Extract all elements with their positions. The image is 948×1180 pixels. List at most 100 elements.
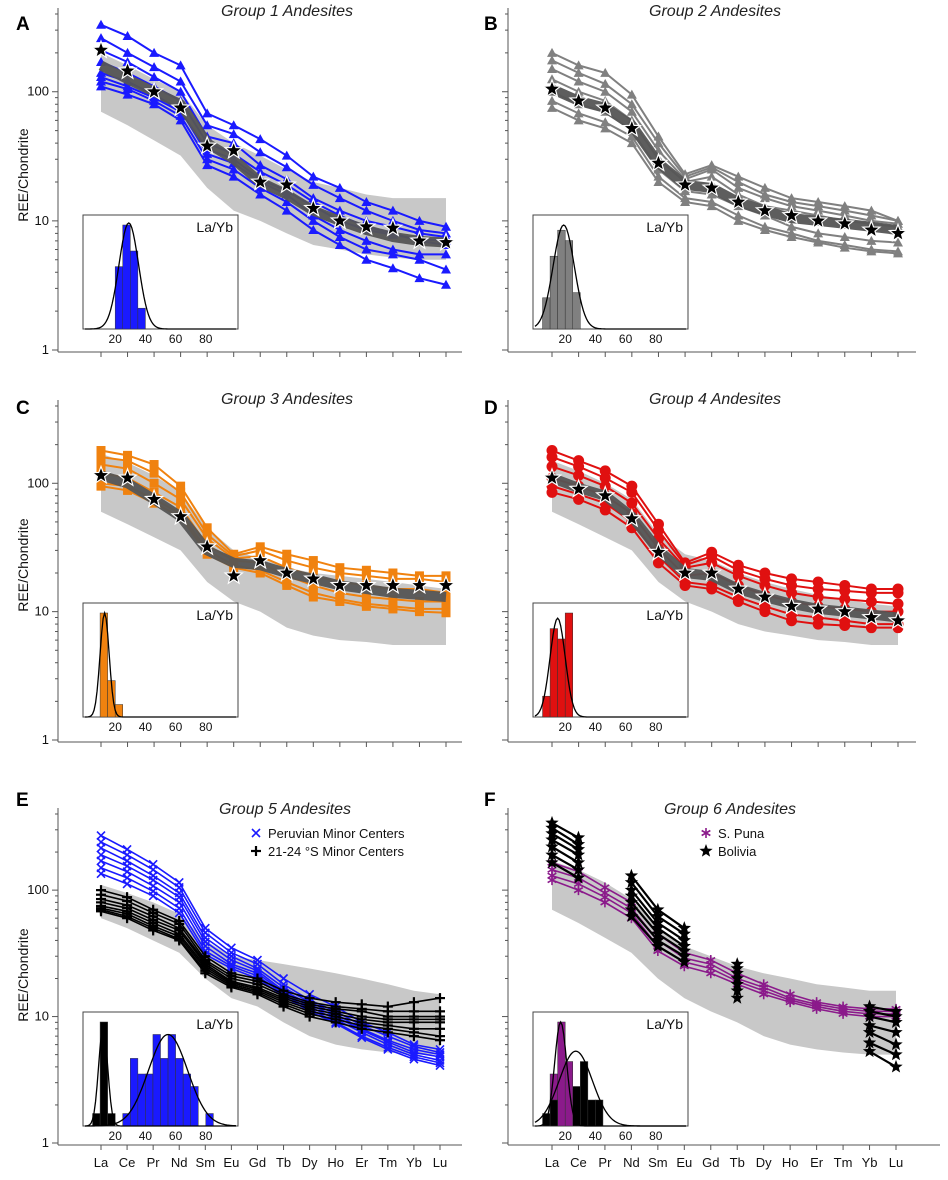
data-point-triangle bbox=[573, 67, 584, 77]
data-point-circle bbox=[839, 593, 851, 605]
average-star bbox=[276, 562, 297, 582]
data-point-triangle bbox=[202, 120, 213, 130]
average-star bbox=[834, 600, 855, 621]
data-point-plus bbox=[304, 1011, 315, 1022]
data-point-circle bbox=[812, 583, 824, 595]
data-point-triangle bbox=[759, 193, 770, 203]
data-point-triangle bbox=[573, 108, 584, 118]
panel-f-title: Group 6 Andesites bbox=[664, 801, 796, 818]
histogram-bar bbox=[580, 1061, 589, 1127]
average-star bbox=[250, 549, 271, 570]
data-point-circle bbox=[652, 524, 664, 536]
inset-x-tick-80: 80 bbox=[199, 720, 213, 734]
data-point-triangle bbox=[308, 224, 319, 234]
data-point-triangle bbox=[96, 19, 106, 29]
data-point-triangle bbox=[228, 164, 239, 174]
x-tick-label-yb: Yb bbox=[862, 1155, 878, 1170]
gaussian-fit-curve bbox=[84, 222, 236, 330]
x-tick-label-nd: Nd bbox=[171, 1155, 188, 1170]
series-line bbox=[551, 861, 896, 1010]
data-point-triangle bbox=[706, 164, 717, 174]
data-point-square bbox=[361, 565, 371, 575]
data-point-square bbox=[282, 556, 292, 566]
data-point-triangle bbox=[547, 47, 557, 57]
average-star bbox=[807, 210, 829, 230]
data-point-triangle bbox=[706, 201, 717, 211]
histogram-bar bbox=[122, 224, 131, 330]
data-point-triangle bbox=[202, 160, 213, 170]
data-point-circle bbox=[546, 461, 558, 473]
panel-a-letter: A bbox=[16, 14, 30, 35]
histogram-bar bbox=[549, 1099, 558, 1127]
average-star bbox=[117, 467, 138, 487]
data-point-triangle bbox=[600, 123, 611, 133]
gaussian-fit-curve bbox=[534, 617, 686, 718]
data-point-triangle bbox=[122, 31, 133, 41]
histogram-bar bbox=[160, 1058, 169, 1127]
data-point-triangle bbox=[733, 182, 744, 192]
x-tick-label-tm: Tm bbox=[834, 1155, 853, 1170]
data-point-triangle bbox=[122, 81, 133, 91]
x-mark-stroke bbox=[409, 1052, 419, 1062]
inset-x-tick-80: 80 bbox=[649, 332, 663, 346]
average-star bbox=[90, 39, 112, 59]
x-tick-label-tb: Tb bbox=[276, 1155, 291, 1170]
panel-b-title: Group 2 Andesites bbox=[649, 3, 781, 20]
average-star bbox=[674, 174, 696, 194]
inset-x-tick-80: 80 bbox=[649, 720, 663, 734]
data-point-triangle bbox=[813, 228, 824, 238]
y-tick-label-100: 100 bbox=[27, 84, 49, 99]
x-mark-stroke bbox=[122, 879, 132, 889]
data-point-star bbox=[862, 1025, 877, 1039]
data-point-triangle bbox=[866, 205, 877, 215]
data-point-star bbox=[624, 895, 639, 909]
data-point-square bbox=[308, 580, 318, 590]
average-star bbox=[541, 78, 563, 98]
panel-c-title: Group 3 Andesites bbox=[221, 391, 353, 408]
asterisk-mark-stroke bbox=[573, 886, 584, 894]
series-line bbox=[100, 841, 441, 1054]
panel-c-ylabel: REE/Chondrite bbox=[15, 518, 31, 612]
series-line bbox=[100, 23, 447, 228]
data-point-triangle bbox=[334, 240, 345, 250]
data-point-triangle bbox=[281, 205, 292, 215]
gaussian-fit-curve bbox=[84, 1024, 236, 1127]
histogram-bar bbox=[182, 1073, 191, 1127]
inset-x-tick-60: 60 bbox=[169, 1129, 183, 1143]
average-star bbox=[382, 217, 404, 237]
data-point-triangle bbox=[653, 138, 664, 148]
data-point-triangle bbox=[122, 89, 133, 99]
inset-x-tick-20: 20 bbox=[109, 1129, 123, 1143]
x-mark-stroke bbox=[226, 961, 236, 971]
data-point-triangle bbox=[706, 171, 717, 181]
data-point-triangle bbox=[308, 179, 319, 189]
data-point-star bbox=[730, 977, 744, 990]
data-point-triangle bbox=[414, 249, 425, 259]
data-point-triangle bbox=[866, 246, 877, 256]
data-point-square bbox=[176, 487, 186, 497]
x-tick-label-nd: Nd bbox=[623, 1155, 640, 1170]
x-tick-label-pr: Pr bbox=[598, 1155, 612, 1170]
data-point-plus bbox=[408, 1031, 419, 1042]
asterisk-mark-stroke bbox=[547, 866, 557, 873]
average-star bbox=[887, 222, 909, 243]
data-point-circle bbox=[839, 619, 851, 631]
data-point-square bbox=[123, 485, 133, 495]
data-point-square bbox=[308, 592, 318, 602]
inset-histogram: La/Yb 20 40 60 80 bbox=[82, 602, 239, 734]
data-point-square bbox=[388, 568, 398, 578]
data-point-circle bbox=[652, 557, 664, 569]
panel-f-letter: F bbox=[484, 790, 496, 811]
inset-title: La/Yb bbox=[196, 1016, 233, 1032]
average-star bbox=[170, 505, 191, 526]
series-line bbox=[551, 99, 899, 253]
average-star bbox=[303, 197, 324, 218]
histogram-bar bbox=[549, 255, 558, 330]
inset-x-tick-80: 80 bbox=[199, 1129, 213, 1143]
x-mark-stroke bbox=[409, 1054, 419, 1064]
data-point-circle bbox=[599, 504, 611, 516]
data-point-triangle bbox=[387, 263, 398, 273]
histogram-bar bbox=[145, 1073, 154, 1127]
data-point-star bbox=[677, 926, 691, 940]
